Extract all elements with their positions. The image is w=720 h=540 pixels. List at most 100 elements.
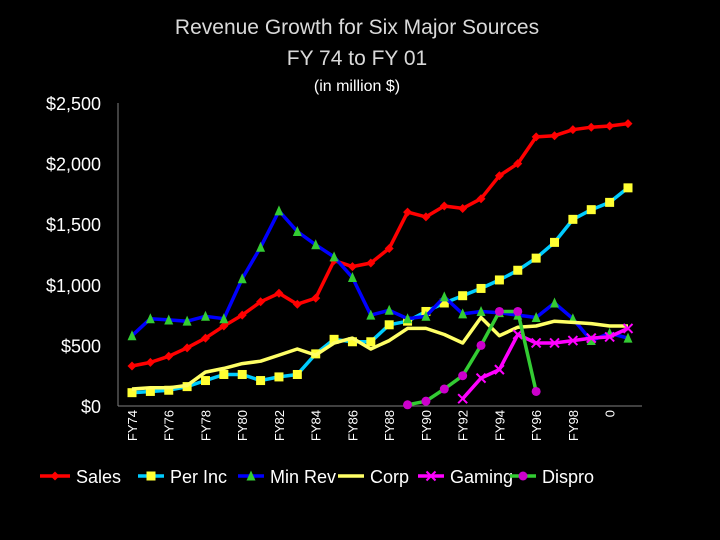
data-point-dispro <box>421 396 431 406</box>
series-line-corp <box>131 315 628 391</box>
data-point-sales <box>439 201 449 211</box>
data-point-min-rev <box>164 314 174 325</box>
series-line-per-inc <box>131 186 630 395</box>
y-tick-label: $1,000 <box>46 276 101 296</box>
data-point-dispro <box>513 306 523 316</box>
data-point-per-inc <box>531 253 541 263</box>
data-point-min-rev <box>182 315 192 326</box>
x-tick-label: FY96 <box>529 410 544 441</box>
data-point-min-rev <box>421 310 431 321</box>
data-point-sales <box>311 293 321 303</box>
marker-stroke <box>586 332 597 344</box>
legend-item-dispro: Dispro <box>510 467 594 487</box>
data-point-sales <box>384 243 394 253</box>
data-point-per-inc <box>366 337 376 347</box>
data-point-min-rev <box>550 297 560 308</box>
data-point-sales <box>605 121 615 131</box>
series-line-min-rev <box>130 209 629 343</box>
legend-label-dispro: Dispro <box>542 467 594 487</box>
data-point-per-inc <box>329 334 339 344</box>
data-point-sales <box>182 343 192 353</box>
series-corp <box>131 315 628 391</box>
legend: Sales Per Inc Min Rev Corp Gaming Dispro <box>40 467 594 487</box>
x-tick-label: FY92 <box>456 410 471 441</box>
axes <box>117 103 642 407</box>
x-tick-label: FY82 <box>272 410 287 441</box>
marker-stroke <box>530 337 542 349</box>
y-tick-label: $2,000 <box>46 155 101 175</box>
y-tick-label: $1,500 <box>46 215 101 235</box>
legend-label-min-rev: Min Rev <box>270 467 336 487</box>
legend-item-gaming: Gaming <box>418 467 513 487</box>
data-point-sales <box>531 132 541 142</box>
data-point-per-inc <box>476 283 486 293</box>
y-tick-label: $2,500 <box>46 94 101 114</box>
data-point-sales <box>458 203 468 213</box>
data-point-sales <box>366 258 376 268</box>
data-point-sales <box>237 310 247 320</box>
y-tick-label: $0 <box>81 397 101 417</box>
series-sales <box>127 119 633 371</box>
y-axis-label: (in million $) <box>314 78 400 95</box>
data-point-sales <box>164 351 174 361</box>
data-point-dispro <box>458 371 468 381</box>
data-point-per-inc <box>550 237 560 247</box>
x-tick-label: FY98 <box>566 410 581 441</box>
data-point-min-rev <box>476 305 486 316</box>
data-point-sales <box>127 361 137 371</box>
data-point-min-rev <box>439 291 449 302</box>
series-dispro <box>403 306 541 410</box>
data-point-per-inc <box>623 183 633 193</box>
data-point-per-inc <box>145 386 155 396</box>
marker-stroke <box>457 393 468 404</box>
series-line-gaming <box>461 326 629 400</box>
marker-stroke <box>475 372 487 384</box>
data-point-min-rev <box>384 304 394 315</box>
data-point-min-rev <box>366 309 376 320</box>
data-point-per-inc <box>439 298 449 308</box>
data-point-dispro <box>439 384 449 394</box>
data-point-sales <box>550 131 560 141</box>
data-point-sales <box>586 122 596 132</box>
data-point-gaming <box>622 323 634 334</box>
data-point-per-inc <box>164 385 174 395</box>
data-point-sales <box>219 321 229 331</box>
data-point-min-rev <box>127 330 137 341</box>
data-point-min-rev <box>311 239 321 250</box>
marker-stroke <box>567 335 579 346</box>
data-point-gaming <box>586 332 597 344</box>
series-line-sales <box>131 121 629 368</box>
data-point-sales <box>347 262 357 272</box>
x-tick-label: FY90 <box>419 410 434 441</box>
chart-subtitle: FY 74 to FY 01 <box>287 47 427 70</box>
legend-label-per-inc: Per Inc <box>170 467 227 487</box>
data-point-min-rev <box>145 313 155 324</box>
data-point-min-rev <box>586 335 596 346</box>
data-point-dispro <box>531 386 541 396</box>
data-point-gaming <box>604 331 615 343</box>
x-tick-label: FY88 <box>382 410 397 441</box>
data-point-sales <box>494 171 504 181</box>
data-point-sales <box>421 212 431 222</box>
data-point-gaming <box>567 335 579 346</box>
data-point-per-inc <box>384 320 394 330</box>
data-point-sales <box>256 297 266 307</box>
data-point-per-inc <box>292 369 302 379</box>
x-tick-label: FY74 <box>125 410 140 441</box>
legend-marker-per-inc <box>146 471 156 481</box>
marker-stroke <box>549 337 560 349</box>
data-point-min-rev <box>256 241 266 252</box>
data-point-min-rev <box>292 225 302 236</box>
data-point-per-inc <box>256 376 266 386</box>
legend-label-gaming: Gaming <box>450 467 513 487</box>
data-point-per-inc <box>568 214 578 224</box>
x-tick-label: FY76 <box>162 410 177 441</box>
legend-marker-dispro <box>518 471 528 481</box>
legend-item-min-rev: Min Rev <box>238 467 336 487</box>
data-point-sales <box>623 119 633 129</box>
x-tick-label: 0 <box>603 410 618 417</box>
data-point-per-inc <box>274 372 284 382</box>
data-point-min-rev <box>274 205 284 216</box>
legend-label-sales: Sales <box>76 467 121 487</box>
